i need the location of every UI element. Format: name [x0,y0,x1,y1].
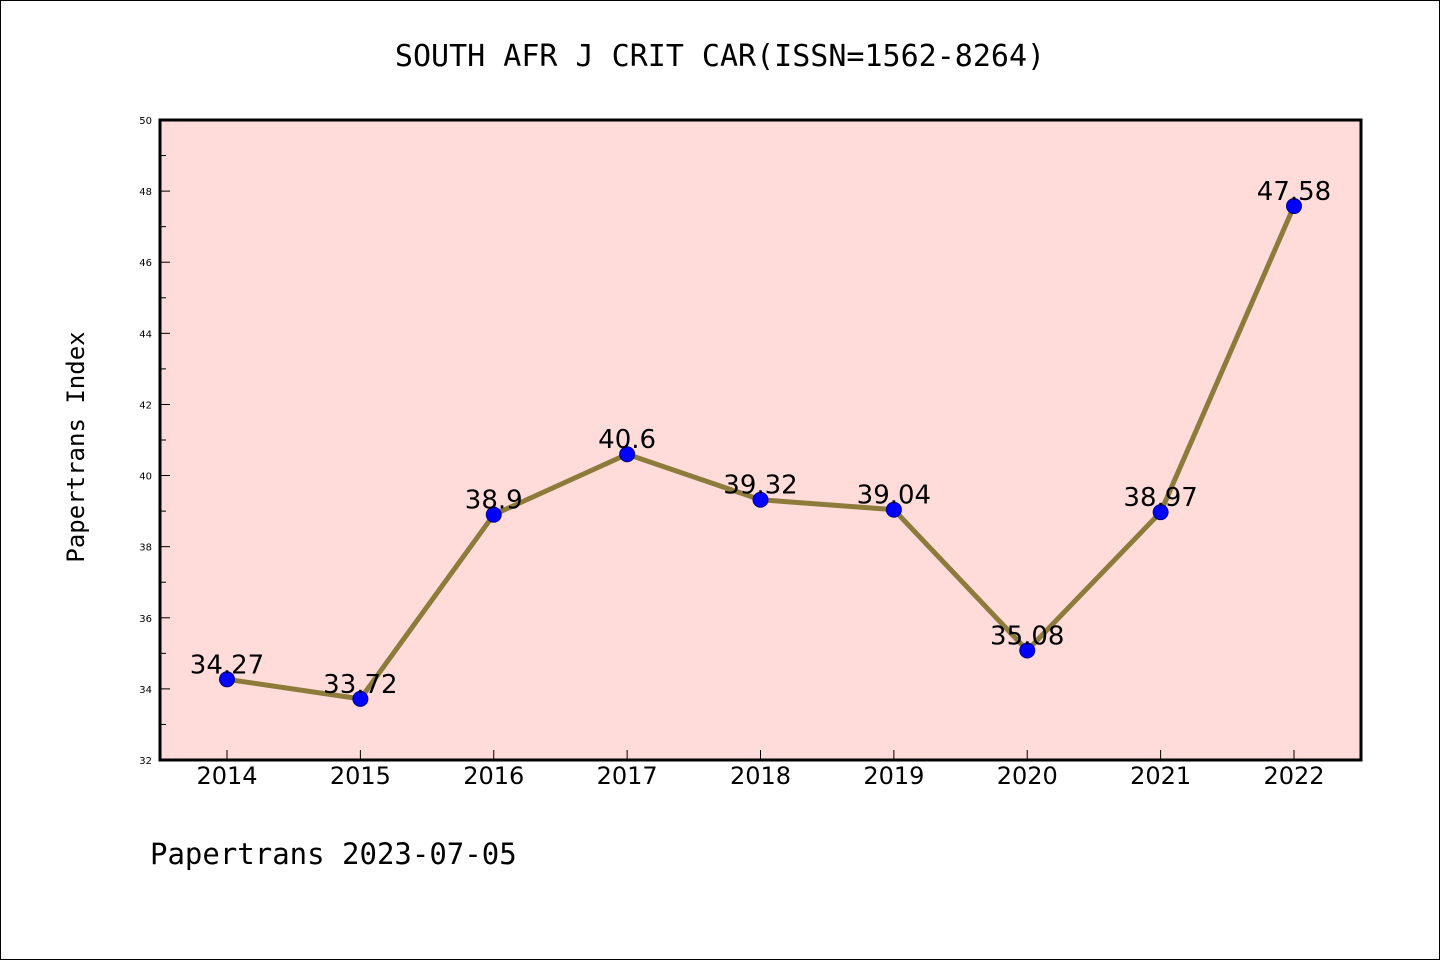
y-tick-label: 38 [139,543,152,554]
y-tick-label: 34 [139,685,152,696]
data-point [1286,198,1302,215]
data-point [1019,642,1036,659]
data-label: 47.58 [1257,177,1331,207]
data-point [885,501,902,518]
plot-border [158,118,1363,762]
data-label: 34.27 [190,650,264,680]
y-tick-label: 40 [139,472,152,483]
x-tick-label: 2022 [1263,762,1324,790]
data-label: 35.08 [990,621,1064,651]
x-tick-label: 2015 [330,762,391,790]
y-tick-label: 46 [139,258,152,269]
data-label: 33.72 [323,670,397,700]
y-axis-label: Papertrans Index [62,331,90,562]
x-tick-label: 2019 [863,762,924,790]
data-label: 39.04 [857,481,931,511]
data-label: 39.32 [723,471,797,501]
data-point [1152,504,1169,521]
chart-title: SOUTH AFR J CRIT CAR(ISSN=1562-8264) [395,39,1045,74]
y-tick-label: 44 [139,329,152,340]
x-tick-label: 2014 [196,762,257,790]
y-tick-label: 32 [139,756,152,767]
y-tick-label: 36 [139,614,152,625]
data-point [752,491,769,508]
plot-area [160,120,1361,760]
data-label: 38.9 [465,486,523,516]
x-tick-label: 2018 [730,762,791,790]
data-label: 38.97 [1123,483,1197,513]
y-tick-label: 48 [139,187,152,198]
data-point [485,506,502,523]
x-tick-label: 2021 [1130,762,1191,790]
footer-text: Papertrans 2023-07-05 [150,837,517,871]
data-label: 40.6 [598,425,656,455]
data-point [219,671,235,688]
x-tick-label: 2017 [597,762,658,790]
y-tick-label: 42 [139,400,152,411]
x-tick-label: 2020 [997,762,1058,790]
y-tick-label: 50 [139,116,152,127]
data-point [352,690,369,707]
data-point [619,446,636,463]
x-tick-label: 2016 [463,762,524,790]
